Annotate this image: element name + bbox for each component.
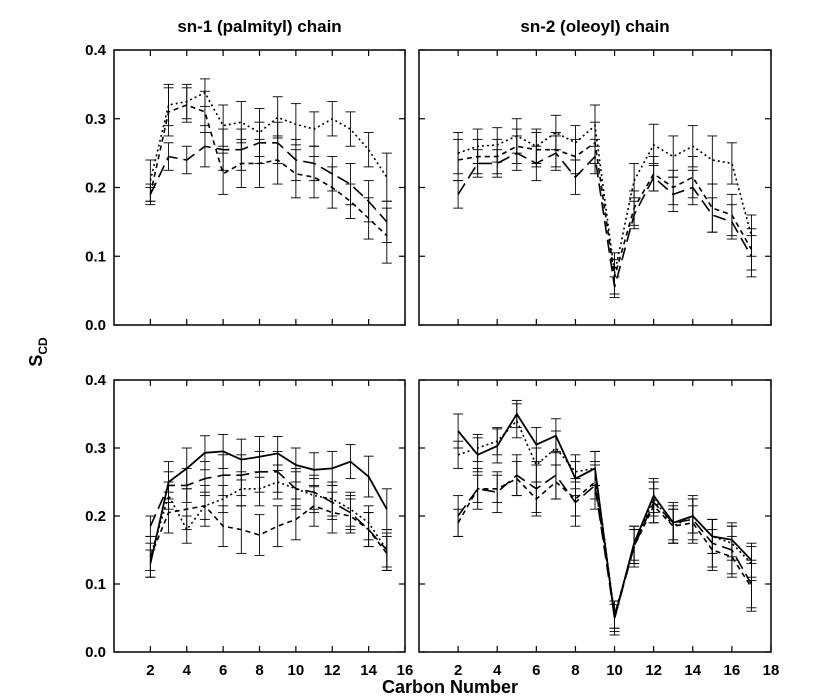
y-tick-label: 0.1 xyxy=(85,576,106,593)
series-line xyxy=(457,474,753,619)
series-short-dash xyxy=(145,87,392,264)
series-line xyxy=(149,481,388,558)
x-tick-label: 6 xyxy=(532,662,540,679)
series-line xyxy=(457,141,753,278)
series-solid xyxy=(145,433,392,578)
series-line xyxy=(457,412,753,619)
x-tick-label: 18 xyxy=(763,662,780,679)
x-tick-label: 12 xyxy=(645,662,662,679)
x-tick-label: 4 xyxy=(183,662,192,679)
plot-frame xyxy=(418,379,772,653)
y-tick-label: 0.1 xyxy=(85,248,106,265)
y-axis-label-subscript: CD xyxy=(36,337,50,355)
y-tick-label: 0.3 xyxy=(85,111,106,128)
x-tick-label: 16 xyxy=(397,662,414,679)
panel-title: sn-2 (oleoyl) chain xyxy=(520,17,669,36)
x-tick-label: 2 xyxy=(146,662,154,679)
panel-bottom-right: 2 4 6 8 10 12 14 16 18 xyxy=(418,379,780,679)
series-line xyxy=(457,124,753,274)
x-tick-label: 14 xyxy=(684,662,701,679)
series-long-dash xyxy=(145,121,392,243)
panel-top-right: sn-2 (oleoyl) chain xyxy=(418,17,772,326)
series-solid xyxy=(453,399,757,636)
series-line xyxy=(457,152,753,288)
y-tick-label: 0.3 xyxy=(85,440,106,457)
series-long-dash xyxy=(453,135,757,298)
y-tick-label: 0.4 xyxy=(85,372,107,389)
panel-top-left: sn-1 (palmityl) chain 0.0 0.1 0.2 0.3 0.4 xyxy=(85,17,406,334)
series-line xyxy=(149,142,388,223)
series-dotted xyxy=(453,104,757,295)
x-tick-label: 2 xyxy=(454,662,462,679)
series-dotted xyxy=(145,78,392,202)
series-line xyxy=(149,91,388,181)
panel-title: sn-1 (palmityl) chain xyxy=(177,17,341,36)
y-tick-label: 0.4 xyxy=(85,42,107,59)
x-tick-label: 16 xyxy=(724,662,741,679)
panel-bottom-left: 2 4 6 8 10 12 14 16 0.0 0.1 0.2 0.3 0.4 xyxy=(85,372,413,679)
x-tick-label: 14 xyxy=(360,662,377,679)
x-tick-label: 8 xyxy=(571,662,579,679)
y-tick-label: 0.0 xyxy=(85,644,106,661)
x-tick-label: 10 xyxy=(288,662,305,679)
y-tick-label: 0.0 xyxy=(85,317,106,334)
x-axis-label: Carbon Number xyxy=(382,677,518,697)
y-axis-label-main: S xyxy=(26,355,46,367)
y-tick-label: 0.2 xyxy=(85,180,106,197)
x-tick-label: 6 xyxy=(219,662,227,679)
series-long-dash xyxy=(145,450,392,571)
x-tick-label: 10 xyxy=(606,662,623,679)
series-line xyxy=(149,450,388,564)
x-tick-label: 12 xyxy=(324,662,341,679)
series-short-dash xyxy=(453,461,757,629)
series-line xyxy=(457,477,753,615)
y-axis-label: SCD xyxy=(26,337,50,367)
y-tick-label: 0.2 xyxy=(85,508,106,525)
plot-frame xyxy=(418,49,772,326)
x-tick-label: 4 xyxy=(493,662,502,679)
series-short-dash xyxy=(145,484,392,578)
x-tick-label: 8 xyxy=(255,662,263,679)
series-dotted xyxy=(453,403,757,629)
series-line xyxy=(457,419,752,615)
series-line xyxy=(149,504,388,558)
series-short-dash xyxy=(453,121,757,295)
panels-group: sn-1 (palmityl) chain 0.0 0.1 0.2 0.3 0.4 sn-2… xyxy=(85,17,779,679)
series-line xyxy=(149,104,388,237)
series-line xyxy=(149,470,388,551)
